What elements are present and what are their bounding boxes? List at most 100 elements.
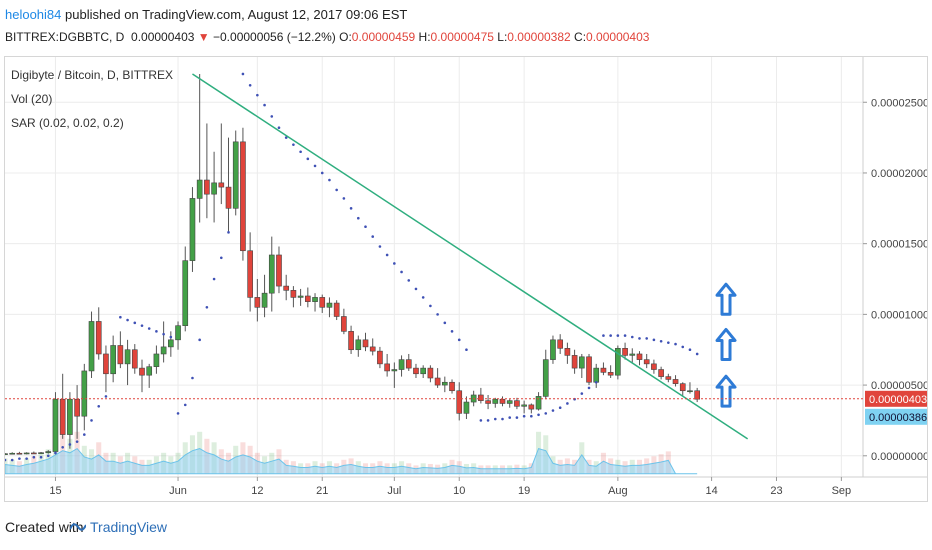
candle-body (607, 372, 614, 376)
sar-dot (385, 253, 389, 257)
sar-dot (371, 235, 375, 238)
sar-dot (393, 262, 396, 265)
candle-body (449, 381, 455, 392)
sar-dot (674, 342, 677, 346)
down-arrow-icon: ▼ (197, 30, 210, 44)
sar-dot (263, 103, 266, 107)
candle-body (615, 348, 621, 376)
sar-dot (270, 115, 274, 118)
volume-ma-area (4, 447, 698, 475)
candle-body (456, 390, 463, 414)
publish-text: published on TradingView.com, August 12,… (61, 7, 408, 22)
sar-dot (537, 413, 540, 417)
sar-dot (75, 440, 79, 443)
candle-body (658, 369, 664, 377)
trendline[interactable] (192, 73, 749, 440)
x-tick-label: 23 (770, 485, 782, 497)
tradingview-brand[interactable]: TradingView (69, 519, 168, 535)
candle-body (629, 353, 636, 356)
sar-dot (176, 412, 180, 415)
sar-dot (241, 72, 245, 76)
sar-dot (566, 402, 569, 405)
candle-body (362, 339, 369, 348)
candle-body (218, 182, 225, 188)
symbol-ohlc-line: BITTREX:DGBBTC, D 0.00000403 ▼ −0.000000… (5, 30, 649, 44)
sar-dot (169, 335, 173, 339)
candle-body (672, 379, 679, 384)
candle-body (9, 452, 16, 455)
candle-body (2, 453, 8, 455)
sar-dot (212, 277, 216, 281)
candle-body (204, 179, 210, 195)
arrows-group[interactable] (715, 282, 737, 408)
candle-body (528, 404, 535, 410)
sar-dot (32, 455, 36, 459)
chart-frame[interactable]: 0.00002500 0.00002000 0.00001500 0.00001000… (2, 56, 929, 502)
sar-dot (400, 270, 403, 274)
sar-dot (104, 395, 108, 398)
chart-header: heloohi84 published on TradingView.com, … (0, 0, 932, 52)
x-tick-label: Sep (832, 485, 852, 497)
price-change: −0.00000056 (−12.2%) (213, 30, 336, 44)
candle-body (103, 353, 109, 375)
trendline-group[interactable] (192, 73, 749, 440)
sar-dot (479, 419, 483, 422)
sar-dot (119, 315, 122, 319)
candle-body (225, 186, 232, 209)
candle-body (413, 367, 419, 375)
candle-body (651, 363, 657, 370)
y-tick-label: 0.00000000 (871, 451, 927, 463)
sar-dot (140, 324, 144, 327)
sar-dot (133, 321, 137, 325)
sar-dot (558, 406, 562, 410)
sar-dot (594, 380, 598, 384)
candle-body (492, 398, 499, 404)
candle-body (319, 297, 326, 308)
open-label: O: (339, 30, 352, 44)
candle-body (348, 331, 354, 351)
candle-body (571, 355, 578, 369)
sar-dot (638, 337, 641, 340)
candle-body (74, 398, 80, 417)
sar-dot (457, 338, 461, 342)
sar-dot (522, 414, 526, 418)
sar-dot (313, 164, 317, 168)
candle-body (586, 356, 592, 383)
sar-dot (342, 197, 346, 200)
sar-dot (83, 433, 86, 436)
candle-body (427, 367, 434, 379)
author-link[interactable]: heloohi84 (5, 7, 62, 22)
sar-dot (688, 348, 692, 352)
sar-dot (681, 345, 685, 349)
candle-body (687, 390, 693, 393)
candle-body (600, 367, 607, 373)
time-axis[interactable]: 15 Jun 12 21 Jul 10 19 Aug 14 23 Sep (5, 476, 927, 501)
publish-info: heloohi84 published on TradingView.com, … (5, 7, 407, 22)
price-axis[interactable]: 0.00002500 0.00002000 0.00001500 0.00001000… (5, 57, 929, 501)
candle-body (636, 353, 643, 360)
candle-body (521, 404, 527, 407)
candle-body (124, 349, 131, 365)
sar-dot (248, 83, 252, 87)
y-tick-label: 0.00001000 (871, 309, 927, 321)
up-arrow-icon[interactable] (715, 327, 737, 361)
time-axis-bg (5, 477, 927, 501)
candle-body (254, 297, 261, 308)
candle-body (506, 400, 513, 404)
candle-body (499, 398, 506, 404)
candle-body (160, 346, 167, 355)
up-arrow-icon[interactable] (715, 282, 737, 316)
open-value: 0.00000459 (351, 30, 416, 44)
sar-dot (580, 392, 584, 395)
candle-body (283, 285, 290, 291)
sar-dot (25, 457, 28, 460)
sar-dot (162, 332, 165, 336)
candle-body (139, 367, 145, 376)
candle-body (95, 321, 102, 355)
up-arrow-icon[interactable] (715, 374, 737, 408)
price-chart[interactable]: 0.00002500 0.00002000 0.00001500 0.00001000… (2, 57, 929, 501)
tradingview-name: TradingView (90, 519, 168, 535)
candle-body (276, 254, 282, 287)
sar-dot (609, 334, 612, 337)
sar-dot (39, 455, 43, 459)
